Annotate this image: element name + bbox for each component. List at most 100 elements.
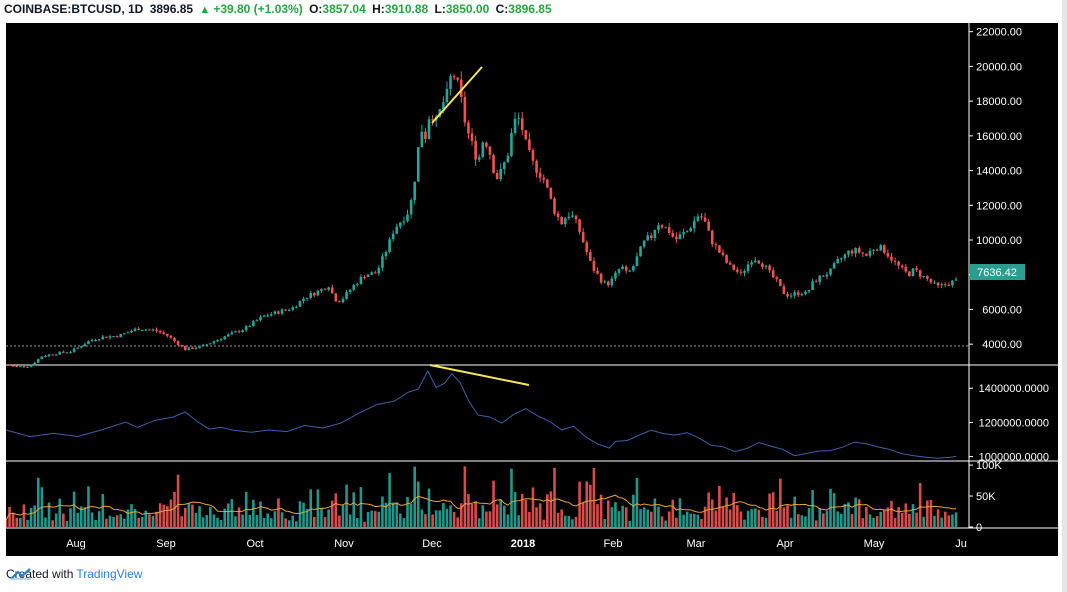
candle-body — [212, 341, 216, 344]
volume-bar — [936, 509, 940, 527]
volume-bar — [79, 506, 83, 527]
close-label: C: — [495, 2, 509, 16]
volume-bar — [105, 518, 108, 527]
candle-body — [298, 300, 302, 307]
high-value: 3910.88 — [384, 2, 429, 16]
y-tick-label: 16000.00 — [976, 131, 1022, 143]
candle-body — [477, 156, 481, 160]
volume-bar — [47, 502, 51, 527]
candle-body — [442, 102, 445, 110]
volume-bar — [542, 519, 546, 527]
volume-bar — [452, 511, 456, 527]
volume-bar — [399, 513, 402, 527]
volume-bar — [467, 494, 470, 527]
volume-bar — [671, 499, 675, 527]
volume-bar — [804, 516, 807, 527]
volume-bar — [943, 511, 947, 527]
chart-area[interactable]: 22000.00 20000.00 18000.00 16000.00 14000.00… — [6, 23, 1058, 556]
volume-bar — [58, 498, 62, 527]
volume-bar — [954, 512, 958, 527]
volume-bar — [123, 518, 126, 527]
volume-bar — [850, 514, 854, 527]
candle-body — [524, 130, 528, 140]
volume-bar — [739, 511, 743, 527]
volume-bar — [119, 514, 123, 527]
candle-body — [29, 365, 33, 367]
candle-body — [893, 260, 897, 262]
candle-body — [933, 282, 936, 284]
candle-body — [255, 320, 259, 322]
candle-body — [653, 229, 657, 239]
volume-bar — [814, 520, 818, 527]
volume-bar — [356, 518, 359, 527]
chart-svg[interactable]: 22000.00 20000.00 18000.00 16000.00 14000.00… — [6, 23, 1058, 556]
volume-bar — [427, 488, 431, 527]
volume-bar — [191, 504, 194, 527]
annotation-trendline-indicator[interactable] — [429, 364, 530, 386]
candle-body — [33, 362, 36, 366]
volume-bar — [8, 506, 11, 527]
volume-bar — [503, 505, 506, 527]
volume-bar — [520, 493, 524, 527]
candle-body — [520, 118, 524, 131]
candle-body — [646, 235, 649, 241]
volume-bar — [875, 516, 879, 527]
candle-body — [201, 344, 205, 346]
volume-bar — [162, 504, 166, 527]
volume-bar — [904, 503, 908, 527]
candle-body — [531, 150, 535, 161]
candle-body — [366, 274, 370, 277]
volume-bar — [183, 507, 187, 527]
candle-body — [606, 281, 610, 286]
candle-body — [65, 352, 69, 354]
volume-bar — [431, 514, 434, 527]
candle-body — [624, 266, 628, 271]
candle-body — [495, 173, 499, 180]
volume-bar — [420, 509, 424, 527]
candle-body — [83, 344, 87, 347]
candle-body — [589, 252, 592, 261]
candle-body — [750, 262, 753, 265]
volume-bar — [786, 505, 789, 527]
candle-body — [890, 256, 893, 261]
volume-bar — [223, 508, 226, 527]
volume-bar — [915, 512, 918, 527]
candle-body — [775, 277, 779, 280]
candle-body — [915, 268, 918, 271]
volume-bar — [112, 516, 115, 527]
volume-bar — [330, 500, 334, 527]
volume-bar — [327, 509, 330, 527]
candle-body — [667, 227, 671, 233]
volume-bar — [628, 520, 632, 527]
volume-bar — [133, 509, 137, 527]
open-label: O: — [309, 2, 323, 16]
candle-body — [194, 347, 198, 349]
volume-bar — [535, 507, 538, 527]
candle-body — [700, 216, 703, 218]
volume-bar — [15, 517, 19, 527]
volume-bar — [918, 483, 922, 527]
candle-body — [771, 270, 775, 278]
volume-bar — [36, 477, 40, 527]
volume-bar — [667, 511, 671, 527]
candle-body — [377, 267, 381, 274]
candle-body — [839, 258, 843, 260]
volume-bar — [445, 508, 449, 527]
tradingview-brand[interactable]: TradingView — [76, 567, 143, 581]
candle-body — [753, 260, 757, 263]
candle-body — [205, 344, 209, 346]
volume-bar — [811, 489, 814, 527]
volume-bar — [714, 510, 718, 527]
candle-body — [746, 264, 750, 272]
x-tick-label: Mar — [687, 538, 706, 550]
volume-bar — [639, 509, 642, 527]
x-tick-label: Nov — [334, 538, 354, 550]
volume-bar — [413, 466, 416, 527]
annotation-trendline-price[interactable] — [431, 66, 483, 124]
y-tick-label: 14000.00 — [976, 166, 1022, 178]
candle-body — [323, 288, 327, 290]
candle-body — [277, 311, 280, 314]
volume-bar — [596, 504, 599, 527]
candle-body — [424, 131, 427, 139]
candle-body — [542, 177, 546, 180]
